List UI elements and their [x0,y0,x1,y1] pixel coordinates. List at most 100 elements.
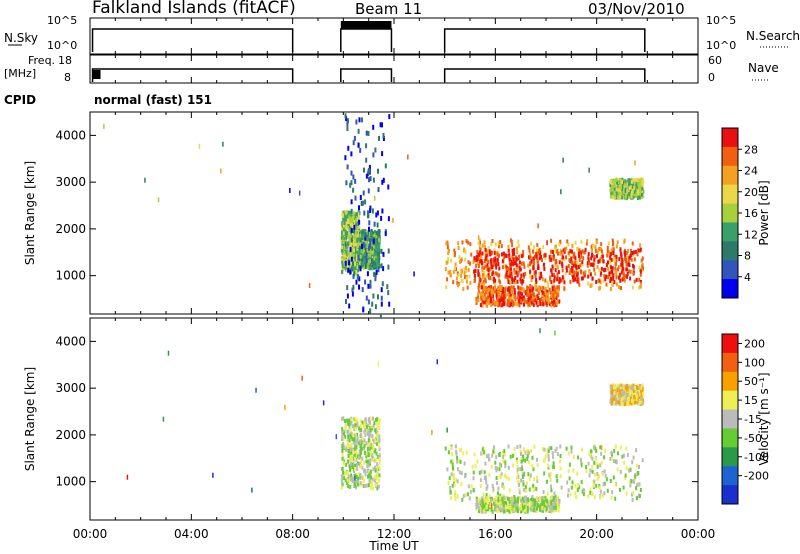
echo-cell [506,298,509,303]
echo-cell [477,289,480,294]
echo-cell [632,389,635,394]
echo-cell [616,282,618,287]
echo-cell [345,211,348,216]
echo-cell [544,454,547,459]
echo-cell [456,494,459,499]
echo-cell [482,275,485,280]
echo-cell [375,252,378,257]
echo-cell [498,302,501,307]
echo-cell [376,486,379,491]
echo-cell [616,180,618,185]
echo-cell [344,253,347,258]
echo-cell [350,450,353,455]
echo-speck [581,462,583,468]
echo-cell [504,473,506,478]
echo-cell [343,262,346,267]
echo-cell [485,261,488,266]
echo-cell [372,486,375,491]
echo-cell [505,272,508,277]
echo-cell [375,265,378,270]
echo-cell [374,448,377,453]
echo-cell [353,433,356,438]
echo-cell [378,232,381,237]
echo-cell [602,259,605,264]
echo-cell [378,444,380,449]
echo-cell [523,264,526,269]
echo-cell [515,500,518,505]
echo-cell [635,397,638,402]
echo-cell [639,272,642,277]
echo-cell [504,460,507,465]
echo-cell [609,478,612,483]
colorbar-tick-label: 28 [744,143,758,156]
echo-cell [381,122,383,128]
echo-cell [482,273,484,278]
echo-cell [374,468,377,473]
echo-cell [630,194,633,199]
echo-cell [355,270,358,275]
echo-speck [284,404,286,410]
echo-cell [353,218,356,223]
echo-cell [499,285,502,290]
echo-cell [350,244,353,248]
echo-cell [538,504,541,509]
echo-cell [382,251,385,257]
echo-cell [375,436,378,441]
echo-cell [574,261,577,265]
echo-cell [523,302,525,307]
echo-cell [633,186,636,191]
echo-cell [361,117,363,123]
echo-cell [377,251,380,257]
echo-cell [550,249,552,254]
echo-cell [374,235,377,240]
echo-cell [451,462,454,467]
echo-cell [381,179,384,185]
echo-cell [496,252,499,257]
echo-cell [369,446,372,451]
echo-cell [587,257,590,262]
echo-speck [157,197,160,203]
echo-cell [513,502,516,507]
colorbar-tick-label: 15 [744,394,758,407]
echo-cell [487,260,490,265]
echo-speck [446,427,448,433]
echo-cell [513,267,516,272]
echo-cell [517,475,520,480]
echo-cell [635,399,638,404]
echo-cell [374,242,377,247]
echo-cell [504,253,507,258]
echo-cell [487,295,489,300]
echo-cell [614,496,617,501]
echo-cell [541,258,543,263]
echo-cell [527,245,530,250]
echo-speck [335,434,338,440]
echo-cell [341,446,344,451]
echo-cell [494,460,497,465]
echo-cell [632,490,635,495]
echo-cell [571,269,574,273]
echo-cell [481,251,484,256]
echo-cell [572,468,575,473]
echo-cell [360,241,363,246]
echo-cell [381,281,384,287]
echo-cell [367,428,370,433]
echo-cell [371,453,374,457]
echo-cell [341,435,344,440]
echo-cell [362,307,365,313]
echo-cell [528,296,531,301]
echo-cell [633,394,636,399]
nave-tick-top: 60 [708,54,722,67]
echo-cell [359,266,362,272]
echo-cell [552,498,555,503]
echo-cell [547,284,549,288]
echo-speck [301,375,303,381]
echo-cell [492,489,495,493]
echo-cell [497,499,500,504]
echo-cell [518,265,521,270]
echo-cell [455,451,458,456]
echo-cell [527,303,529,308]
echo-cell [361,234,364,239]
echo-cell [519,503,522,508]
echo-cell [513,271,516,276]
